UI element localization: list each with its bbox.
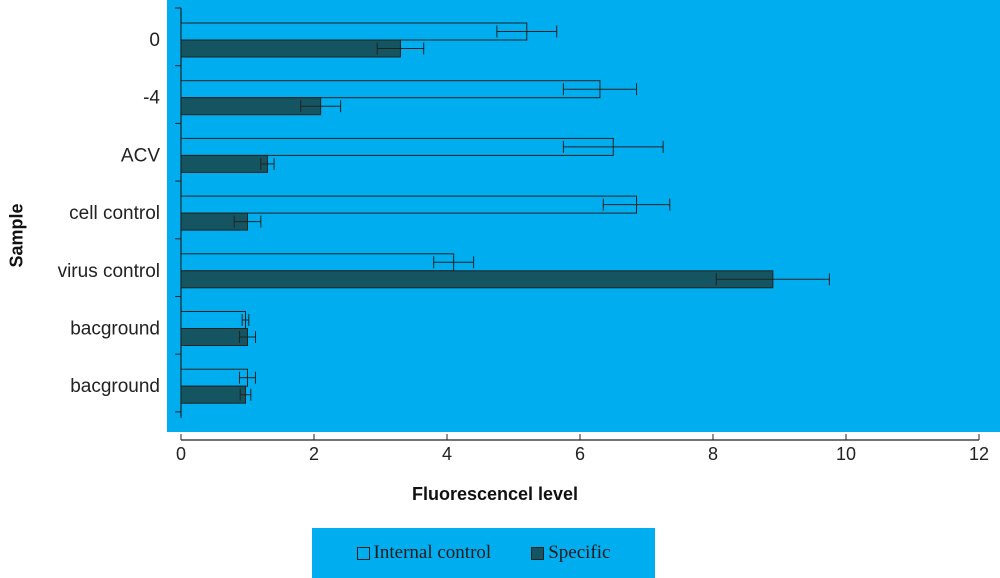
bar-specific	[180, 385, 247, 404]
legend-label-internal-control: Internal control	[373, 542, 492, 563]
category-label: bacground	[70, 319, 160, 340]
category-label: cell control	[69, 203, 160, 224]
legend-swatch-specific	[531, 546, 545, 560]
y-axis-label: Sample	[6, 203, 27, 268]
bar-internal-control	[180, 368, 248, 387]
legend-item-internal-control: Internal control	[356, 542, 492, 564]
legend-swatch-internal-control	[356, 546, 370, 560]
category-label: -4	[143, 88, 160, 109]
x-axis-label: Fluorescencel level	[411, 484, 579, 504]
bar-internal-control	[180, 195, 638, 214]
bar-chart: 0 -4 ACV cell control virus control bacground…	[58, 7, 989, 464]
legend-label-specific: Specific	[548, 542, 611, 563]
category-label: 0	[149, 30, 160, 51]
bar-internal-control	[180, 137, 614, 156]
bar-specific	[180, 270, 774, 289]
bar-specific	[180, 154, 268, 173]
x-tick-label: 10	[836, 444, 856, 464]
bar-internal-control	[180, 80, 601, 99]
bar-specific	[180, 97, 322, 116]
bar-specific	[180, 328, 248, 346]
bar-internal-control	[180, 22, 528, 41]
legend-item-specific: Specific	[531, 542, 610, 564]
legend: Internal control Specific	[312, 528, 655, 578]
bar-specific	[180, 39, 401, 58]
category-label: virus control	[58, 261, 160, 282]
x-tick-label: 0	[176, 444, 186, 464]
category-label: ACV	[121, 145, 160, 166]
plot-background	[167, 0, 1000, 432]
x-tick-label: 12	[969, 444, 989, 464]
bar-internal-control	[180, 253, 455, 272]
x-tick-label: 4	[442, 444, 452, 464]
x-tick-label: 8	[708, 444, 718, 464]
category-label: bacground	[70, 376, 160, 397]
x-tick-label: 6	[575, 444, 585, 464]
bar-internal-control	[180, 311, 247, 329]
x-tick-label: 2	[309, 444, 319, 464]
